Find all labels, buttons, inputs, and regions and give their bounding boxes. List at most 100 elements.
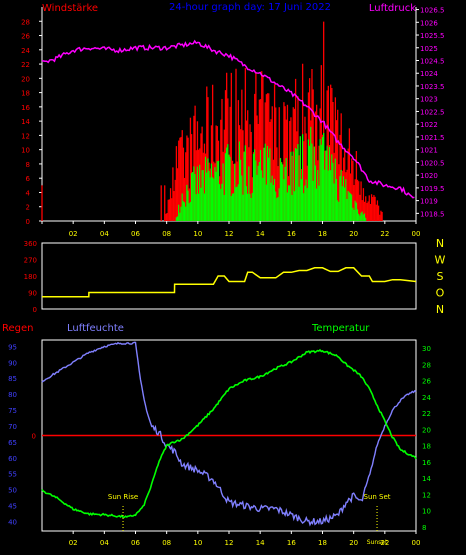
temperature-tick-label: 14 (422, 475, 431, 483)
wind-tick-label: 24 (21, 47, 30, 55)
pressure-tick-label: 1020.5 (420, 159, 445, 167)
humidity-tick-label: 65 (8, 439, 17, 447)
compass-letter: S (437, 270, 444, 283)
wind-tick-label: 28 (21, 18, 30, 26)
humidity-tick-label: 40 (8, 518, 17, 526)
wind-tick-label: 16 (21, 104, 30, 112)
top-hour-label: 18 (318, 230, 327, 238)
temperature-tick-label: 16 (422, 459, 431, 467)
pressure-tick-label: 1026 (420, 19, 438, 27)
compass-letter: W (435, 254, 446, 267)
pressure-tick-label: 1019 (420, 198, 438, 206)
temperature-tick-label: 26 (422, 378, 431, 386)
bottom-hour-label: 16 (287, 539, 296, 547)
bottom-hour-label: 20 (349, 539, 358, 547)
wind-tick-label: 20 (21, 75, 30, 83)
wind-tick-label: 6 (26, 175, 31, 183)
rain-axis-title: Regen (2, 323, 34, 334)
direction-tick-label: 180 (24, 273, 37, 281)
temperature-tick-label: 12 (422, 491, 431, 499)
humidity-tick-label: 70 (8, 423, 17, 431)
temperature-line (41, 348, 417, 519)
bottom-hour-label: 10 (193, 539, 202, 547)
pressure-tick-label: 1025.5 (420, 32, 445, 40)
wind-tick-label: 8 (26, 161, 30, 169)
direction-tick-label: 0 (33, 306, 37, 314)
bottom-hour-label: 04 (100, 539, 109, 547)
wind-tick-label: 12 (21, 132, 30, 140)
pressure-tick-label: 1024.5 (420, 58, 445, 66)
wind-tick-label: 0 (26, 218, 30, 226)
top-hour-label: 22 (380, 230, 389, 238)
pressure-axis-title: Luftdruck (369, 3, 416, 14)
direction-tick-label: 90 (28, 290, 37, 298)
wind-bars (41, 21, 383, 221)
wind-tick-label: 18 (21, 90, 30, 98)
humidity-tick-label: 55 (8, 471, 17, 479)
temperature-tick-label: 10 (422, 508, 431, 516)
direction-tick-label: 360 (24, 240, 37, 248)
chart-title: 24-hour graph day: 17 Juni 2022 (169, 2, 331, 13)
direction-tick-label: 270 (24, 257, 37, 265)
direction-frame (41, 242, 417, 310)
temperature-tick-label: 8 (422, 524, 426, 532)
bottom-hour-label: 12 (225, 539, 234, 547)
rain-tick-label: 0 (32, 433, 36, 441)
pressure-tick-label: 1019.5 (420, 185, 445, 193)
wind-tick-label: 2 (26, 204, 30, 212)
wind-tick-label: 4 (26, 189, 31, 197)
humidity-tick-label: 85 (8, 375, 17, 383)
top-hour-label: 10 (193, 230, 202, 238)
sun-rise-label: Sun Rise (108, 493, 138, 501)
top-hour-label: 12 (225, 230, 234, 238)
pressure-tick-label: 1020 (420, 172, 438, 180)
pressure-tick-label: 1023 (420, 96, 438, 104)
wind-axis-title: Windstärke (42, 3, 98, 14)
pressure-tick-label: 1025 (420, 45, 438, 53)
top-hour-label: 00 (412, 230, 421, 238)
humidity-axis-title: Luftfeuchte (67, 323, 124, 334)
humidity-tick-label: 80 (8, 391, 17, 399)
pressure-tick-label: 1022 (420, 121, 438, 129)
compass-letter: N (436, 237, 444, 250)
temperature-tick-label: 30 (422, 345, 431, 353)
bottom-hour-label: 22 (380, 539, 389, 547)
bottom-hour-label: 14 (256, 539, 265, 547)
compass-letter: O (436, 287, 445, 300)
wind-tick-label: 10 (21, 147, 30, 155)
top-hour-label: 04 (100, 230, 109, 238)
top-hour-label: 14 (256, 230, 265, 238)
humidity-tick-label: 95 (8, 343, 17, 351)
pressure-tick-label: 1022.5 (420, 108, 445, 116)
bottom-hour-label: 06 (131, 539, 140, 547)
temperature-axis-title: Temperatur (311, 323, 370, 334)
humidity-tick-label: 50 (8, 487, 17, 495)
humidity-temperature-panel: Regen Luftfeuchte Temperatur 40 45 50 55 60 65 70… (2, 323, 431, 547)
sun-set-label: Sun Set (364, 493, 391, 501)
bottom-hour-label: 00 (412, 539, 421, 547)
wind-pressure-panel: Windstärke 24-hour graph day: 17 Juni 202… (21, 2, 444, 238)
top-hour-label: 06 (131, 230, 140, 238)
pressure-line (41, 39, 415, 199)
wind-tick-label: 26 (21, 33, 30, 41)
pressure-tick-label: 1026.5 (420, 7, 445, 15)
humidity-tick-label: 75 (8, 407, 17, 415)
bottom-hour-label: 08 (162, 539, 171, 547)
compass-letter: N (436, 303, 444, 316)
top-hour-label: 02 (69, 230, 78, 238)
wind-direction-line (42, 267, 417, 298)
top-hour-label: 20 (349, 230, 358, 238)
wind-tick-label: 22 (21, 61, 30, 69)
top-hour-label: 16 (287, 230, 296, 238)
humidity-tick-label: 90 (8, 359, 17, 367)
humidity-tick-label: 60 (8, 455, 17, 463)
temperature-tick-label: 24 (422, 394, 431, 402)
pressure-tick-label: 1021 (420, 147, 438, 155)
pressure-tick-label: 1024 (420, 70, 438, 78)
bottom-hour-label: 18 (318, 539, 327, 547)
temperature-tick-label: 28 (422, 361, 431, 369)
pressure-tick-label: 1021.5 (420, 134, 445, 142)
temperature-tick-label: 20 (422, 426, 431, 434)
